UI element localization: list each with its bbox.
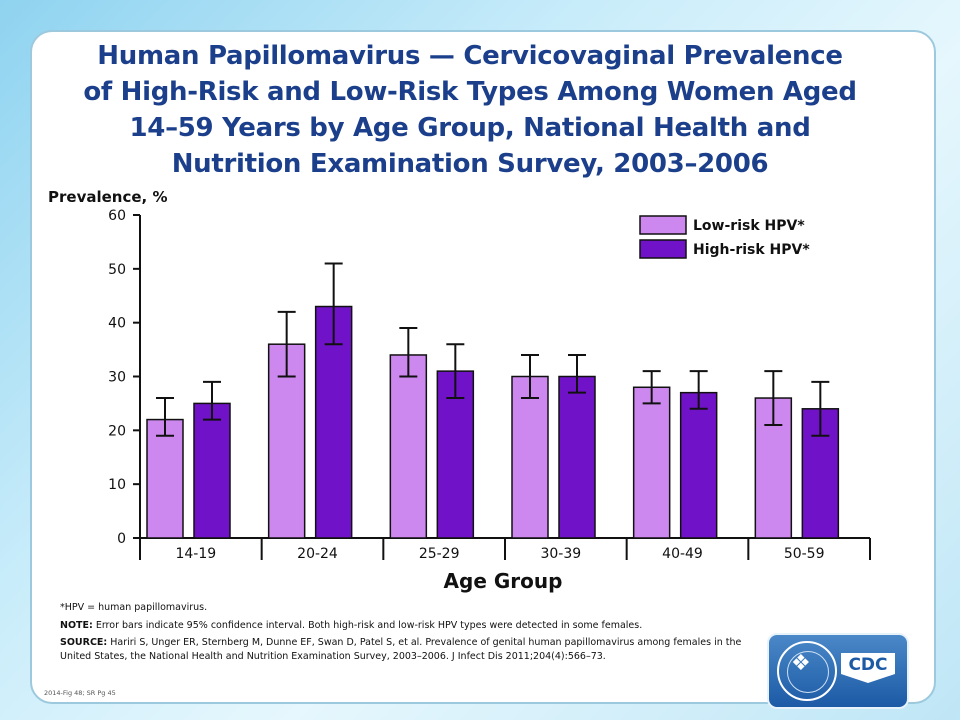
- bar: [511, 375, 549, 539]
- y-axis-label: Prevalence, %: [48, 188, 167, 206]
- bar-chart: Prevalence, % 0 10 20 30 40 50 60 14-19 20-24 25-2…: [48, 188, 871, 593]
- hhs-eagle-seal-icon: ❖: [777, 641, 837, 701]
- y-tick-label: 40: [108, 316, 126, 332]
- slide-card: [30, 30, 936, 704]
- bar: [632, 386, 671, 539]
- y-tick-label: 20: [108, 423, 126, 439]
- y-tick-label: 60: [108, 208, 126, 224]
- cdc-logo-text: CDC: [848, 655, 888, 675]
- source-text: Hariri S, Unger ER, Sternberg M, Dunne E…: [60, 637, 742, 662]
- cdc-logo: ❖ CDC: [767, 633, 909, 709]
- bar: [146, 418, 184, 539]
- bar: [193, 402, 231, 539]
- note-label: NOTE:: [60, 619, 93, 631]
- legend-swatch: [639, 215, 687, 235]
- x-tick-label: 14-19: [175, 546, 216, 562]
- bar: [389, 354, 428, 539]
- x-axis-label: Age Group: [444, 569, 563, 593]
- x-tick-label: 30-39: [540, 546, 581, 562]
- legend-label: High-risk HPV*: [693, 242, 810, 258]
- y-tick-label: 30: [108, 370, 126, 386]
- bar: [679, 391, 718, 539]
- source-label: SOURCE:: [60, 637, 108, 648]
- legend-swatch: [639, 239, 687, 259]
- x-tick-label: 20-24: [297, 546, 338, 562]
- note-text: Error bars indicate 95% confidence inter…: [92, 619, 643, 631]
- title-line: of High-Risk and Low-Risk Types Among Wo…: [83, 77, 857, 107]
- y-tick-label: 0: [117, 531, 126, 547]
- y-tick-label: 50: [108, 262, 126, 278]
- figure-id: 2014-Fig 48; SR Pg 45: [44, 689, 116, 697]
- legend-label: Low-risk HPV*: [693, 218, 805, 234]
- x-tick-label: 50-59: [784, 546, 825, 562]
- footnote: *HPV = human papillomavirus.: [60, 602, 208, 613]
- cdc-shield-icon: CDC: [841, 653, 895, 683]
- chart-title: Human Papillomavirus — Cervicovaginal Pr…: [40, 38, 900, 182]
- title-line: Nutrition Examination Survey, 2003–2006: [171, 149, 769, 179]
- title-line: Human Papillomavirus — Cervicovaginal Pr…: [97, 41, 843, 71]
- y-tick-label: 10: [108, 477, 126, 493]
- x-tick-label: 25-29: [419, 546, 460, 562]
- title-line: 14–59 Years by Age Group, National Healt…: [129, 113, 811, 143]
- chart-notes: *HPV = human papillomavirus. NOTE: Error…: [60, 601, 760, 667]
- bar: [558, 375, 596, 539]
- x-tick-label: 40-49: [662, 546, 703, 562]
